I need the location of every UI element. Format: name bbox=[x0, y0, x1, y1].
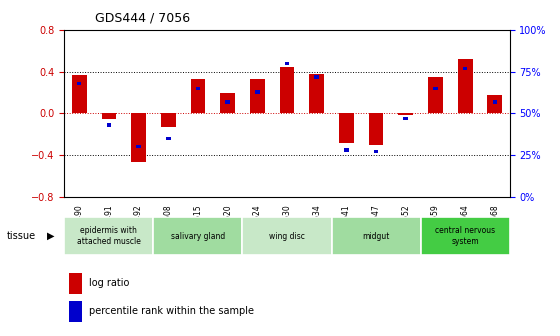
Bar bbox=[77, 82, 81, 85]
Text: log ratio: log ratio bbox=[89, 278, 129, 288]
Text: ▶: ▶ bbox=[48, 231, 55, 241]
Bar bbox=[250, 79, 265, 114]
Text: salivary gland: salivary gland bbox=[171, 232, 225, 241]
FancyBboxPatch shape bbox=[421, 217, 510, 255]
Bar bbox=[458, 59, 473, 114]
Bar bbox=[196, 87, 200, 90]
Bar bbox=[69, 301, 82, 322]
Text: percentile rank within the sample: percentile rank within the sample bbox=[89, 306, 254, 317]
Bar bbox=[463, 67, 467, 70]
Bar bbox=[279, 67, 295, 114]
Bar bbox=[428, 77, 443, 114]
Bar bbox=[131, 114, 146, 162]
Bar bbox=[404, 117, 408, 120]
Bar bbox=[433, 87, 437, 90]
Bar bbox=[309, 74, 324, 114]
Text: central nervous
system: central nervous system bbox=[435, 226, 495, 246]
Text: wing disc: wing disc bbox=[269, 232, 305, 241]
Bar bbox=[315, 75, 319, 79]
Bar bbox=[220, 93, 235, 114]
Bar bbox=[374, 150, 378, 154]
Bar bbox=[137, 145, 141, 149]
Bar bbox=[166, 136, 170, 140]
Bar bbox=[493, 100, 497, 103]
Bar bbox=[190, 79, 206, 114]
Text: GDS444 / 7056: GDS444 / 7056 bbox=[95, 12, 190, 25]
Bar bbox=[72, 75, 87, 114]
Bar bbox=[69, 273, 82, 294]
FancyBboxPatch shape bbox=[332, 217, 421, 255]
FancyBboxPatch shape bbox=[153, 217, 242, 255]
Text: tissue: tissue bbox=[7, 231, 36, 241]
Bar bbox=[101, 114, 116, 119]
Bar bbox=[339, 114, 354, 142]
Bar bbox=[226, 100, 230, 103]
Bar bbox=[368, 114, 384, 144]
Bar bbox=[285, 62, 289, 65]
Bar bbox=[344, 148, 348, 152]
FancyBboxPatch shape bbox=[242, 217, 332, 255]
Bar bbox=[398, 114, 413, 116]
Text: epidermis with
attached muscle: epidermis with attached muscle bbox=[77, 226, 141, 246]
Bar bbox=[107, 123, 111, 127]
FancyBboxPatch shape bbox=[64, 217, 153, 255]
Bar bbox=[161, 114, 176, 127]
Text: midgut: midgut bbox=[362, 232, 390, 241]
Bar bbox=[487, 95, 502, 114]
Bar bbox=[255, 90, 259, 94]
